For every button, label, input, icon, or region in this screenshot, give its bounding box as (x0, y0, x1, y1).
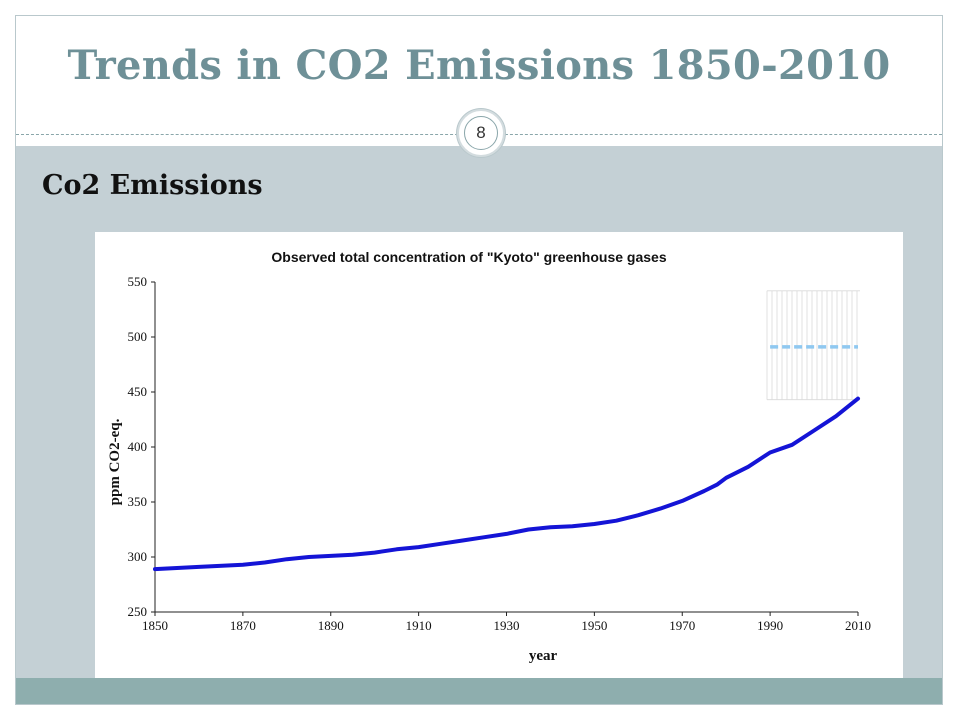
x-tick-label: 1890 (318, 618, 344, 633)
x-tick-label: 1950 (581, 618, 607, 633)
page-number: 8 (464, 116, 498, 150)
page-number-badge: 8 (457, 109, 505, 157)
x-tick-label: 1850 (142, 618, 168, 633)
x-tick-label: 1930 (494, 618, 520, 633)
x-tick-label: 1990 (757, 618, 783, 633)
y-tick-label: 350 (128, 494, 148, 509)
x-tick-label: 1910 (406, 618, 432, 633)
x-axis-title: year (529, 648, 558, 664)
y-tick-label: 500 (128, 329, 148, 344)
y-ticks: 250 300 350 400 450 500 550 (128, 274, 155, 619)
y-tick-label: 550 (128, 274, 148, 289)
chart: Observed total concentration of "Kyoto" … (107, 249, 871, 664)
slide-title: Trends in CO2 Emissions 1850-2010 (67, 42, 891, 89)
footer-band (16, 678, 942, 704)
x-tick-label: 2010 (845, 618, 871, 633)
chart-title: Observed total concentration of "Kyoto" … (271, 249, 666, 265)
chart-container: Observed total concentration of "Kyoto" … (95, 232, 903, 678)
y-tick-label: 450 (128, 384, 148, 399)
x-tick-label: 1970 (669, 618, 695, 633)
y-tick-label: 300 (128, 549, 148, 564)
x-tick-label: 1870 (230, 618, 256, 633)
slide-subheading: Co2 Emissions (42, 170, 263, 201)
y-tick-label: 250 (128, 604, 148, 619)
legend-hatch-area (766, 290, 860, 401)
x-ticks: 1850 1870 1890 1910 1930 1950 1970 1990 2010 (142, 612, 871, 633)
y-axis-title: ppm CO2-eq. (107, 418, 123, 505)
series-line (153, 396, 860, 572)
y-tick-label: 400 (128, 439, 148, 454)
